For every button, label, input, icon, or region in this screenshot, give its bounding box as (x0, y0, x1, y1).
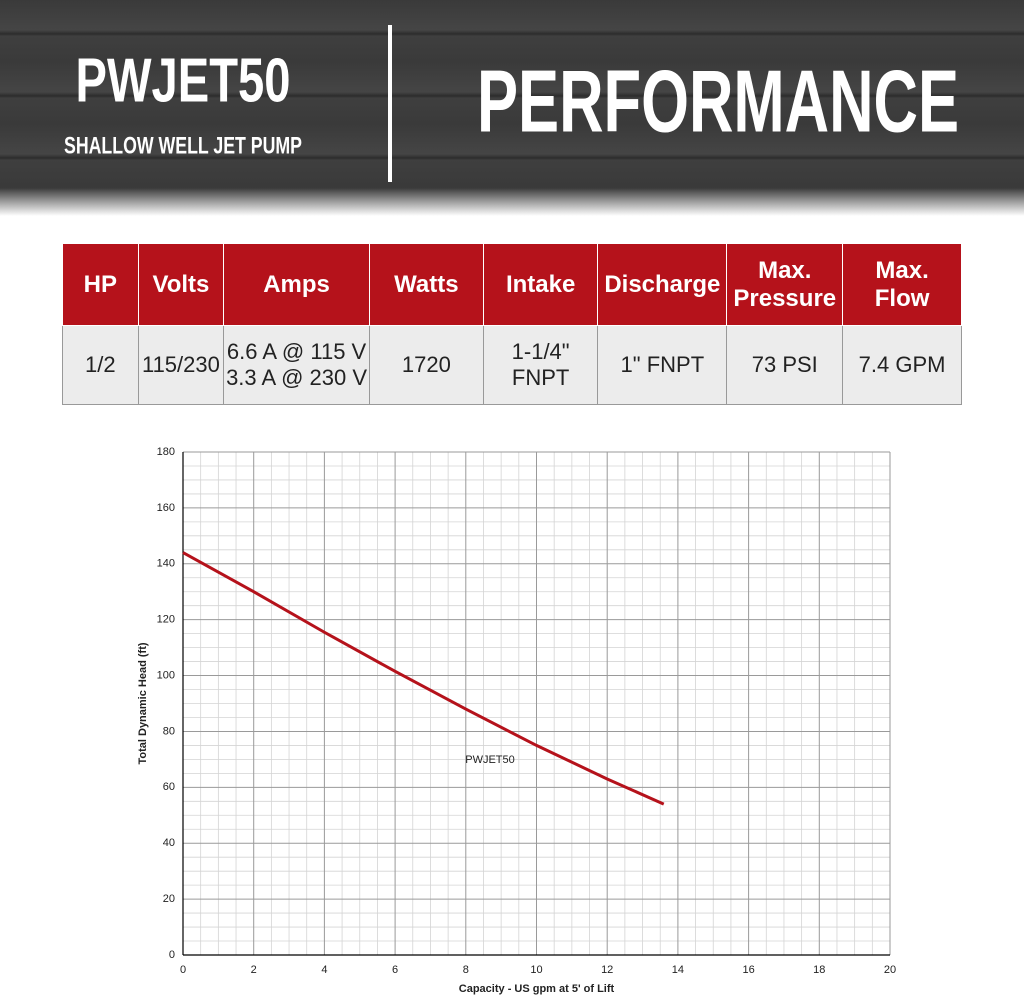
series-label: PWJET50 (465, 754, 515, 766)
table-cell: 7.4 GPM (842, 325, 962, 405)
y-tick-label: 0 (169, 949, 175, 961)
y-tick-label: 60 (163, 781, 175, 793)
table-cell: 115/230 (137, 325, 225, 405)
line (182, 551, 665, 806)
column-header: Max. Flow (842, 243, 962, 326)
cell-line: 3.3 A @ 230 V (226, 365, 368, 390)
y-tick-label: 160 (157, 502, 175, 514)
table-cell: 73 PSI (726, 325, 844, 405)
x-tick-label: 2 (251, 964, 257, 976)
x-tick-label: 6 (392, 964, 398, 976)
y-tick-label: 180 (157, 446, 175, 458)
column-header: Volts (137, 243, 225, 326)
table-cell: 1" FNPT (597, 325, 728, 405)
cell-line: 6.6 A @ 115 V (226, 339, 367, 364)
y-tick-label: 20 (163, 893, 175, 905)
header-row: HP Volts Amps Watts Intake Discharge Max. Pres… (62, 243, 962, 326)
x-axis-title: Capacity - US gpm at 5' of Lift (459, 983, 615, 995)
column-header: Watts (368, 243, 484, 326)
x-tick-label: 4 (321, 964, 327, 976)
column-header: Amps (223, 243, 370, 326)
product-subtitle: SHALLOW WELL JET PUMP (64, 132, 302, 159)
header-graphic: PWJET50 SHALLOW WELL JET PUMP PERFORMANC… (64, 25, 959, 182)
y-tick-label: 40 (163, 837, 175, 849)
x-tick-label: 20 (884, 964, 896, 976)
x-tick-label: 12 (601, 964, 613, 976)
table-cell: 1720 (368, 325, 484, 405)
x-tick-label: 14 (672, 964, 684, 976)
table-cell: 1-1/4" FNPT (482, 325, 599, 405)
y-tick-label: 140 (157, 558, 175, 570)
column-header: Max. Pressure (726, 243, 844, 326)
table-cell: 1/2 (62, 325, 139, 405)
x-tick-label: 18 (813, 964, 825, 976)
column-header: Discharge (597, 243, 728, 326)
x-tick-label: 8 (463, 964, 469, 976)
product-title: PWJET50 (76, 46, 291, 115)
column-header: Intake (482, 243, 599, 326)
section-heading: PERFORMANCE (477, 51, 959, 150)
column-header: HP (62, 243, 139, 326)
y-tick-label: 100 (157, 669, 175, 681)
x-tick-label: 0 (180, 964, 186, 976)
y-tick-label: 80 (163, 725, 175, 737)
data-row: 1/2 115/230 6.6 A @ 115 V 3.3 A @ 230 V 1720… (62, 325, 962, 405)
y-tick-label: 120 (157, 614, 175, 626)
x-tick-label: 10 (530, 964, 542, 976)
chart: 0 2 4 6 8 10 12 14 16 18 20 0 20 40 60 80 100 120 140 160 18… (137, 446, 896, 995)
spec-table: HP Volts Amps Watts Intake Discharge Max. Pres… (62, 243, 962, 405)
table-cell: 6.6 A @ 115 V 3.3 A @ 230 V (223, 325, 370, 405)
x-tick-label: 16 (742, 964, 754, 976)
header: PWJET50 SHALLOW WELL JET PUMP PERFORMANC… (0, 0, 1024, 216)
y-axis-title: Total Dynamic Head (ft) (137, 642, 149, 764)
